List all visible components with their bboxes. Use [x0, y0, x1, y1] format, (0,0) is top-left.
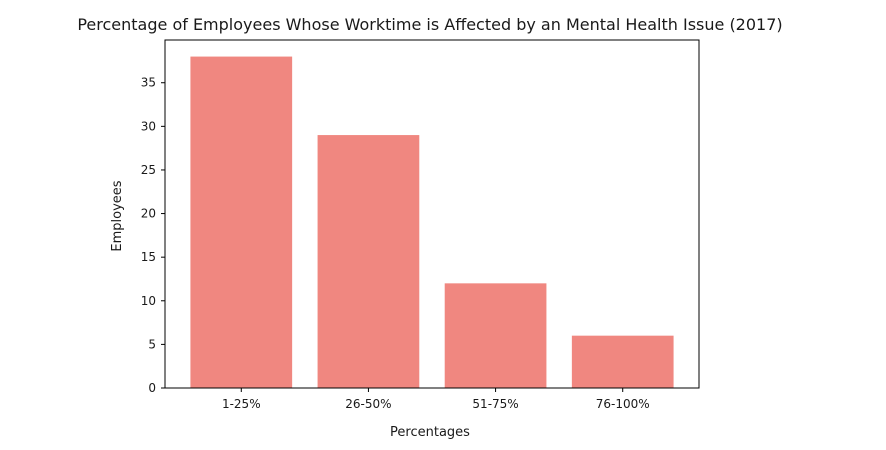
- x-tick-label: 76-100%: [596, 397, 650, 411]
- y-axis: 0 5 10 15 20 25 30 35: [141, 76, 165, 395]
- y-tick-label: 25: [141, 163, 156, 177]
- y-tick-label: 0: [148, 381, 156, 395]
- y-tick-label: 15: [141, 250, 156, 264]
- y-tick-label: 30: [141, 119, 156, 133]
- bar: [444, 283, 547, 388]
- bars-layer: [190, 56, 674, 388]
- bar: [190, 56, 293, 388]
- chart-title: Percentage of Employees Whose Worktime i…: [77, 15, 782, 34]
- y-axis-label: Employees: [110, 180, 125, 251]
- y-tick-label: 20: [141, 207, 156, 221]
- y-tick-label: 35: [141, 76, 156, 90]
- bar: [571, 335, 674, 388]
- x-tick-label: 26-50%: [345, 397, 391, 411]
- y-tick-label: 5: [148, 337, 156, 351]
- bar: [317, 135, 420, 388]
- y-tick-label: 10: [141, 294, 156, 308]
- x-tick-label: 51-75%: [472, 397, 518, 411]
- x-axis: 1-25% 26-50% 51-75% 76-100%: [222, 388, 650, 411]
- x-tick-label: 1-25%: [222, 397, 261, 411]
- x-axis-label: Percentages: [390, 425, 470, 440]
